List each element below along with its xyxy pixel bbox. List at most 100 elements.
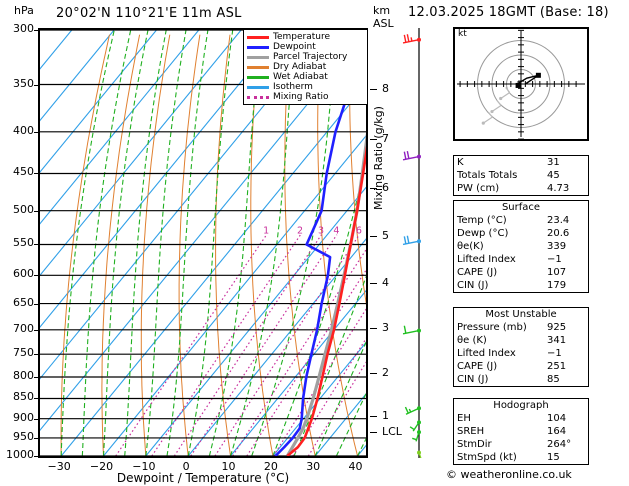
pressure-tick-label: 750 bbox=[13, 346, 34, 360]
temperature-tick-label: −20 bbox=[89, 460, 114, 473]
mixing-ratio-label: 6 bbox=[356, 225, 362, 236]
sounding-datetime: 12.03.2025 18GMT (Base: 18) bbox=[408, 5, 609, 20]
info-row-label: Pressure (mb) bbox=[457, 322, 527, 333]
wet-adiabat-line bbox=[229, 30, 297, 456]
pressure-tick-label: 300 bbox=[13, 22, 34, 35]
info-row-label: CIN (J) bbox=[457, 374, 489, 385]
height-tick-label: 8 bbox=[382, 81, 389, 95]
wind-barb-feather bbox=[409, 426, 415, 431]
wind-barb-shaft bbox=[412, 421, 420, 432]
legend-label: Parcel Trajectory bbox=[273, 52, 348, 62]
wind-barb-point bbox=[417, 154, 421, 159]
pressure-tick-label: 1000 bbox=[6, 448, 34, 461]
legend-label: Mixing Ratio bbox=[273, 92, 329, 102]
hodograph-endpoint bbox=[535, 72, 541, 78]
mixing-ratio-axis-label: Mixing Ratio (g/kg) bbox=[372, 106, 385, 210]
legend-color-swatch bbox=[247, 75, 269, 79]
height-tick-label: 7 bbox=[382, 132, 389, 146]
legend-color-swatch bbox=[247, 35, 269, 39]
info-row: CAPE (J) 107 bbox=[454, 266, 588, 279]
pressure-tick-mark bbox=[34, 275, 39, 277]
panel-heading: Surface bbox=[501, 202, 541, 213]
mixing-ratio-label: 3 bbox=[318, 225, 324, 236]
wet-adiabat-line bbox=[81, 30, 132, 456]
pressure-tick-label: 850 bbox=[13, 390, 34, 404]
height-tick-mark bbox=[370, 139, 377, 141]
pressure-tick-mark bbox=[34, 329, 39, 331]
info-row-value: 23.4 bbox=[547, 215, 570, 226]
info-row-value: 104 bbox=[547, 413, 567, 424]
hodograph-stats-panel: Hodograph EH 104 SREH 164 StmDir 264° StmSpd (k… bbox=[453, 398, 589, 465]
info-row-value: 341 bbox=[547, 335, 567, 346]
wind-barb-feather bbox=[403, 151, 407, 160]
dry-adiabat-line bbox=[101, 34, 141, 456]
mixing-ratio-label: 2 bbox=[297, 225, 303, 236]
info-row: CIN (J) 179 bbox=[454, 279, 588, 292]
mixing-ratio-label: 1 bbox=[263, 225, 269, 236]
info-row-label: θe (K) bbox=[457, 335, 487, 346]
info-row-value: 264° bbox=[547, 439, 572, 450]
wind-barb bbox=[412, 430, 421, 442]
pressure-tick-mark bbox=[34, 173, 39, 175]
pressure-unit-label: hPa bbox=[14, 4, 34, 17]
mixing-ratio-line bbox=[292, 337, 366, 456]
mixing-ratio-label: 4 bbox=[333, 225, 339, 236]
isotherm-line bbox=[40, 30, 242, 277]
wind-barb-half-feather bbox=[410, 37, 413, 42]
wind-barb-plot bbox=[402, 28, 423, 463]
hodograph-plot bbox=[453, 22, 589, 141]
info-row: EH 104 bbox=[454, 412, 588, 425]
hodograph-canvas bbox=[457, 22, 585, 140]
pressure-tick-label: 500 bbox=[13, 202, 34, 216]
info-row: SREH 164 bbox=[454, 425, 588, 438]
info-row: Lifted Index −1 bbox=[454, 347, 588, 360]
pressure-tick-label: 400 bbox=[13, 123, 34, 137]
legend-color-swatch bbox=[247, 65, 269, 69]
wind-barb-shaft bbox=[402, 240, 420, 246]
legend-label: Wet Adiabat bbox=[273, 72, 328, 82]
panel-heading: Most Unstable bbox=[485, 309, 557, 320]
isotherm-line bbox=[230, 289, 366, 456]
info-row-label: PW (cm) bbox=[457, 183, 500, 194]
mixing-ratio-line bbox=[151, 234, 301, 456]
wind-barb-feather bbox=[406, 235, 410, 244]
x-axis-title: Dewpoint / Temperature (°C) bbox=[116, 471, 290, 485]
mixing-ratio-line bbox=[272, 308, 366, 456]
hodograph-wind-barb bbox=[481, 111, 493, 125]
temperature-tick-label: 30 bbox=[306, 460, 321, 473]
legend-item: Temperature bbox=[247, 32, 364, 42]
height-tick-label: 6 bbox=[382, 181, 389, 195]
pressure-tick-mark bbox=[34, 30, 39, 31]
info-row: StmSpd (kt) 15 bbox=[454, 451, 588, 464]
info-row-label: Totals Totals bbox=[457, 170, 518, 181]
height-tick-label: 5 bbox=[382, 229, 389, 243]
mixing-ratio-line bbox=[190, 234, 338, 456]
hodograph-wind-barb bbox=[490, 100, 502, 114]
pressure-tick-label: 950 bbox=[13, 429, 34, 443]
info-row-label: K bbox=[457, 157, 464, 168]
info-row-label: EH bbox=[457, 413, 471, 424]
info-row: Lifted Index −1 bbox=[454, 253, 588, 266]
wet-adiabat-line bbox=[60, 30, 115, 456]
pressure-tick-label: 800 bbox=[13, 369, 34, 383]
wet-adiabat-line bbox=[102, 30, 149, 456]
wet-adiabat-line bbox=[166, 30, 209, 456]
info-row-value: 4.73 bbox=[547, 183, 570, 194]
dry-adiabat-line bbox=[140, 34, 171, 456]
pressure-tick-mark bbox=[34, 418, 39, 420]
height-tick-label: 1 bbox=[382, 409, 389, 423]
info-row-label: Dewp (°C) bbox=[457, 228, 509, 239]
wind-barb bbox=[409, 420, 421, 432]
legend-color-swatch bbox=[247, 85, 269, 89]
temperature-tick-label: 10 bbox=[221, 460, 236, 473]
pressure-tick-mark bbox=[34, 437, 39, 439]
most-unstable-parcel-panel: Most Unstable Pressure (mb) 925 θe (K) 341 Li… bbox=[453, 307, 589, 387]
info-row-label: StmSpd (kt) bbox=[457, 452, 517, 463]
info-row-value: 107 bbox=[547, 267, 567, 278]
info-row-label: CAPE (J) bbox=[457, 361, 498, 372]
height-tick-mark bbox=[370, 88, 377, 90]
legend-label: Isotherm bbox=[273, 82, 313, 92]
wind-barb bbox=[402, 235, 421, 246]
wind-barb-feather bbox=[404, 406, 409, 414]
isotherm-line bbox=[103, 134, 366, 456]
